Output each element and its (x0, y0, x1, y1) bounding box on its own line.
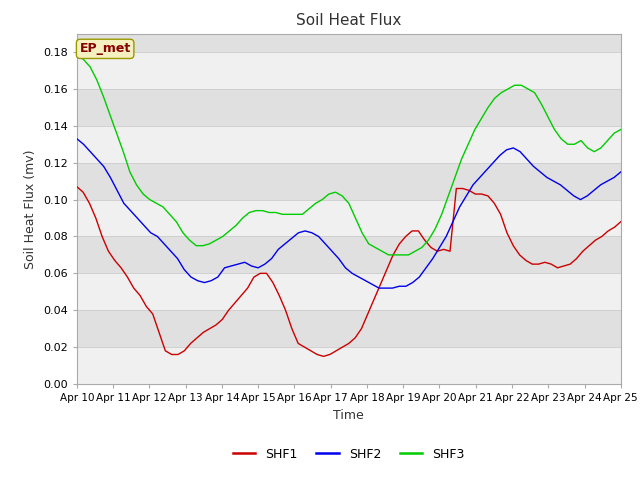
Bar (77, 52, 621, 89)
Y-axis label: Soil Heat Flux (mv): Soil Heat Flux (mv) (24, 149, 38, 268)
Bar (77, 347, 621, 384)
Title: Soil Heat Flux: Soil Heat Flux (296, 13, 401, 28)
Legend: SHF1, SHF2, SHF3: SHF1, SHF2, SHF3 (228, 443, 470, 466)
Bar (77, 89, 621, 126)
Bar (77, 126, 621, 163)
Bar (77, 163, 621, 200)
Bar (77, 237, 621, 273)
Text: EP_met: EP_met (79, 42, 131, 55)
Bar (77, 200, 621, 237)
X-axis label: Time: Time (333, 408, 364, 421)
Bar (77, 273, 621, 310)
Bar (77, 310, 621, 347)
